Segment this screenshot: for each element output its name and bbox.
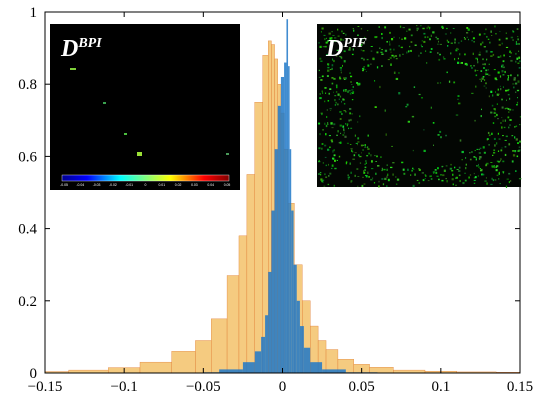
series-blue-bar — [261, 336, 266, 373]
inset-pif-title: DPIF — [325, 36, 367, 62]
series-blue-bar — [303, 347, 311, 373]
series-orange-bar — [226, 275, 240, 373]
y-tick-label: 0 — [30, 366, 38, 382]
y-tick-label: 0.6 — [18, 149, 37, 165]
colorbar-label: 0.02 — [175, 183, 182, 187]
inset-pif-texture — [318, 25, 522, 188]
series-blue-bar — [268, 271, 272, 373]
series-blue-bar — [274, 149, 278, 373]
x-tick-label: 0.1 — [431, 379, 450, 395]
inset-pif: DPIF — [317, 24, 522, 188]
colorbar-label: 0 — [145, 183, 147, 187]
x-tick-label: −0.1 — [111, 379, 138, 395]
x-tick-label: 0.05 — [349, 379, 375, 395]
inset-bpi: DBPI -0.05 -0.04 -0.03 -0.02 -0.01 0 0.01 0.02 0… — [50, 24, 240, 190]
series-blue-bar — [265, 315, 269, 373]
series-blue-bar — [291, 210, 294, 373]
series-blue-bar — [219, 369, 243, 373]
inset-bpi-colorbar — [61, 174, 230, 182]
x-tick-label: 0.15 — [507, 379, 533, 395]
inset-bpi-colorbar-labels: -0.05 -0.04 -0.03 -0.02 -0.01 0 0.01 0.02 0.03 0.… — [60, 183, 230, 187]
series-blue-bar — [277, 105, 281, 373]
colorbar-label: -0.05 — [60, 183, 68, 187]
inset-bpi-image — [50, 24, 240, 190]
series-blue-bar — [271, 210, 275, 373]
colorbar-label: 0.04 — [207, 183, 214, 187]
x-axis: −0.15 −0.1 −0.05 0 0.05 0.1 0.15 — [28, 12, 533, 395]
series-blue-bar — [289, 149, 292, 373]
colorbar-label: 0.03 — [191, 183, 198, 187]
y-axis: 0 0.2 0.4 0.6 0.8 1 — [18, 5, 520, 382]
series-orange-bar — [369, 367, 394, 373]
x-tick-label: −0.15 — [28, 379, 63, 395]
series-blue-bars — [203, 19, 378, 373]
series-orange-bar — [171, 351, 196, 373]
series-blue-bar — [242, 362, 255, 373]
x-tick-label: 0 — [279, 379, 287, 395]
series-blue-bar — [322, 369, 346, 373]
inset-bpi-title: DBPI — [60, 36, 102, 62]
series-blue-bar — [280, 76, 285, 373]
y-tick-label: 0.8 — [18, 77, 37, 93]
series-blue-bar — [254, 351, 262, 373]
series-orange-bar — [254, 102, 263, 373]
colorbar-label: -0.02 — [109, 183, 117, 187]
series-orange-bar — [211, 318, 228, 373]
series-blue-bar — [284, 62, 287, 373]
series-blue-bar — [296, 300, 300, 373]
colorbar-label: 0.01 — [158, 183, 165, 187]
colorbar-label: 0.05 — [224, 183, 231, 187]
x-tick-label: −0.05 — [186, 379, 221, 395]
series-orange-bar — [246, 174, 255, 373]
series-orange-bar — [139, 361, 172, 373]
series-orange-bar — [238, 235, 248, 373]
series-blue-bar — [288, 66, 290, 373]
y-tick-label: 0.2 — [18, 294, 37, 310]
colorbar-label: -0.01 — [125, 183, 133, 187]
series-blue-bar — [310, 362, 323, 373]
series-blue-bar — [293, 264, 297, 373]
series-blue-bar — [299, 326, 304, 373]
y-tick-label: 0.4 — [18, 222, 37, 238]
colorbar-label: -0.03 — [93, 183, 101, 187]
inset-bpi-specks — [70, 68, 229, 156]
series-blue-bar — [286, 19, 289, 373]
colorbar-label: -0.04 — [76, 183, 84, 187]
y-tick-label: 1 — [30, 5, 38, 21]
